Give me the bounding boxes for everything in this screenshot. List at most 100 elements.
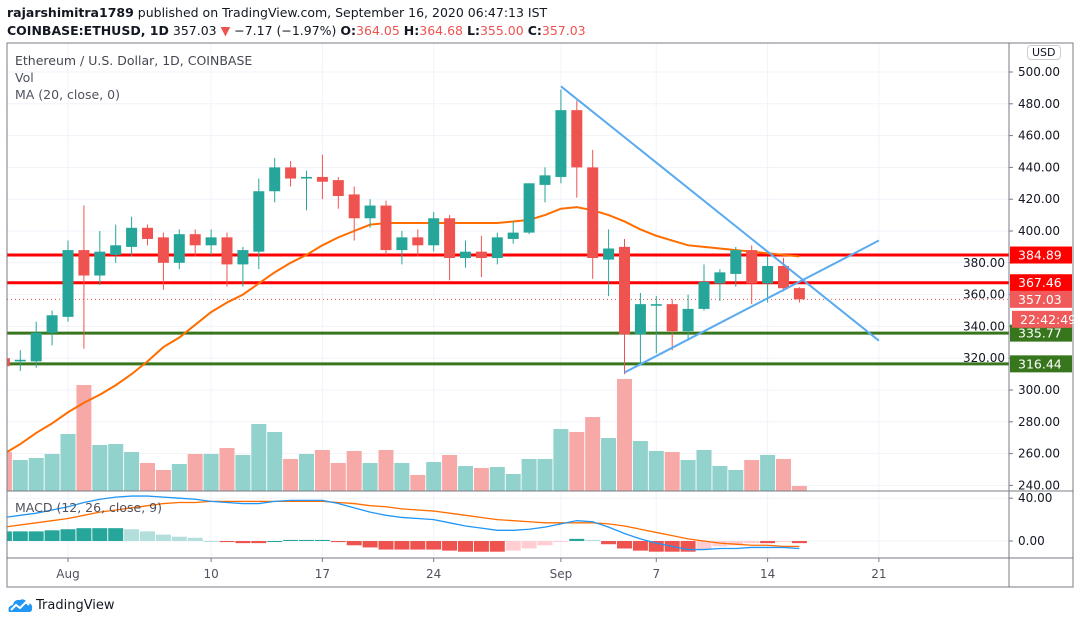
volume-bar (617, 379, 632, 491)
candle-body (348, 194, 360, 219)
tradingview-brand: TradingView (36, 597, 115, 613)
volume-legend: Vol (15, 70, 34, 85)
volume-bar (299, 454, 314, 491)
volume-bar (680, 460, 696, 491)
y-tick-label: 360.00 (963, 288, 1005, 302)
macd-legend: MACD (12, 26, close, 9) (15, 500, 162, 515)
macd-tick-label: 40.00 (1018, 491, 1052, 505)
candle (348, 186, 360, 241)
volume-bar (442, 455, 458, 491)
candle (173, 229, 185, 270)
candle-body (285, 167, 297, 179)
macd-histogram-bar (346, 541, 362, 546)
y-tick-label: 300.00 (1018, 383, 1060, 397)
candle (603, 229, 615, 297)
candle-body (507, 232, 519, 239)
high-value: 364.68 (419, 23, 463, 38)
macd-histogram-bar (458, 541, 473, 552)
candle-body (571, 110, 583, 168)
x-tick-label: 21 (871, 567, 886, 581)
macd-histogram-bar (140, 531, 155, 541)
ma-legend: MA (20, close, 0) (15, 87, 121, 102)
symbol-label: COINBASE:ETHUSD, 1D (7, 23, 169, 38)
candle (253, 178, 265, 270)
macd-histogram-bar (235, 541, 251, 544)
candle-body (793, 288, 805, 300)
support-price-label-bg (1010, 324, 1072, 342)
volume-bar (235, 455, 251, 491)
volume-bar (203, 454, 219, 491)
volume-bar (378, 450, 394, 491)
candle (269, 157, 281, 203)
candle-body (110, 245, 122, 255)
x-tick-label: 24 (426, 567, 441, 581)
macd-histogram-bar (187, 537, 203, 541)
open-label: O: (340, 23, 357, 38)
macd-histogram-bar (696, 541, 712, 550)
tradingview-cloud-icon (8, 599, 33, 612)
macd-histogram-bar (489, 541, 505, 552)
countdown-label: 22:42:49 (1020, 312, 1076, 327)
macd-histogram-bar (12, 531, 28, 541)
last-price-label: 357.03 (1018, 292, 1062, 307)
macd-histogram-bar (108, 528, 124, 541)
macd-histogram-bar (314, 539, 330, 541)
y-tick-label: 460.00 (1018, 129, 1060, 143)
candle-body (778, 265, 789, 289)
volume-bar (426, 462, 442, 491)
candle-body (603, 248, 615, 260)
macd-histogram-bar (219, 541, 235, 543)
candle (78, 205, 90, 349)
last-price: 357.03 (172, 23, 217, 38)
macd-histogram-bar (299, 539, 314, 541)
candle (475, 235, 487, 278)
macd-histogram-bar (617, 541, 632, 549)
macd-histogram-bar (267, 541, 283, 542)
macd-histogram-bar (473, 541, 489, 552)
candle-body (14, 359, 26, 362)
volume-bar (569, 432, 585, 491)
price-change: −7.17 (−1.97%) (234, 23, 337, 38)
candle-body (396, 237, 408, 251)
author-name[interactable]: rajarshimitra1789 (7, 5, 134, 20)
volume-bar (171, 464, 187, 491)
candle (30, 321, 42, 368)
macd-histogram-bar (791, 541, 807, 544)
y-tick-label: 420.00 (1018, 192, 1060, 206)
candle (396, 231, 408, 265)
candle (793, 287, 805, 303)
candle (523, 183, 535, 235)
last-price-label-bg (1010, 290, 1072, 308)
candle (157, 232, 169, 290)
candle (7, 358, 10, 367)
candle (539, 167, 551, 203)
candle-body (460, 251, 471, 259)
volume-bar (7, 452, 12, 491)
macd-histogram-bar (394, 541, 410, 550)
tradingview-logo[interactable]: TradingView (7, 596, 115, 614)
candle-body (237, 250, 249, 265)
trendline (560, 85, 880, 342)
macd-histogram-bar (680, 541, 696, 552)
resistance-price-label-bg (1010, 246, 1072, 264)
macd-histogram-bar (60, 529, 76, 541)
volume-bar (267, 432, 283, 491)
trendline (624, 239, 880, 374)
volume-bar (505, 474, 521, 491)
candle (126, 216, 138, 257)
ma20-line (7, 206, 800, 454)
candle-body (269, 167, 281, 192)
volume-bar (664, 452, 680, 491)
volume-bar (76, 385, 92, 491)
volume-bar (251, 424, 267, 491)
low-value: 355.00 (479, 23, 524, 38)
volume-bar (346, 451, 362, 491)
volume-bar (744, 460, 760, 491)
candle-body (650, 304, 662, 306)
candle-body (666, 304, 678, 332)
candle-body (221, 237, 233, 265)
low-label: L: (466, 23, 480, 38)
candle-body (332, 180, 344, 197)
currency-button[interactable]: USD (1027, 45, 1061, 60)
